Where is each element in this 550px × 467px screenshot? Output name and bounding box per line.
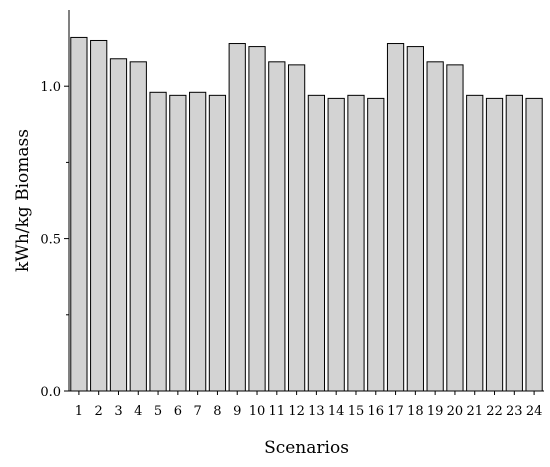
x-tick-label: 8 [213,404,221,419]
bars-group [70,36,543,392]
x-ticks-group: 1 2 3 4 5 6 7 8 9 10 11 12 13 14 15 16 17 18 19 20 21 22 23 24 [75,391,543,419]
bar-2 [90,39,108,392]
bar-4 [129,61,147,392]
bar-24 [525,97,543,392]
x-tick-label: 7 [194,404,202,419]
x-tick-label: 23 [506,404,523,419]
x-tick-label: 6 [174,404,182,419]
x-tick-label: 21 [466,404,483,419]
y-ticks-group: 0.0 0.5 1.0 [40,80,69,400]
bar-15 [347,94,365,392]
x-tick-label: 5 [154,404,162,419]
x-tick-label: 20 [447,404,464,419]
bar-22 [485,97,504,392]
x-tick-label: 1 [75,404,83,419]
x-tick-label: 4 [134,404,142,419]
x-tick-label: 15 [348,404,365,419]
bar-20 [446,64,464,392]
bar-8 [208,94,227,392]
bar-13 [307,94,326,392]
x-tick-label: 16 [367,404,384,419]
x-tick-label: 19 [427,404,444,419]
bar-7 [189,91,207,392]
bar-17 [386,43,405,392]
bar-14 [327,97,345,392]
y-axis-title: kWh/kg Biomass [13,129,33,272]
y-tick-label: 0.0 [40,385,61,400]
bar-9 [228,43,246,392]
bar-16 [367,97,385,392]
x-tick-label: 14 [328,404,345,419]
bar-12 [287,64,306,392]
axes-group [68,10,544,392]
x-tick-label: 24 [526,404,543,419]
bar-3 [109,58,128,392]
x-tick-label: 12 [288,404,305,419]
y-tick-label: 1.0 [40,80,61,95]
bar-18 [406,46,424,392]
bar-10 [248,46,266,392]
bar-19 [426,61,444,392]
x-tick-label: 17 [387,404,404,419]
bar-11 [268,61,286,392]
y-tick-label: 0.5 [40,233,61,248]
x-tick-label: 18 [407,404,424,419]
bar-21 [466,94,484,392]
x-tick-label: 11 [269,404,286,419]
bar-23 [505,94,523,392]
x-tick-label: 2 [95,404,103,419]
x-tick-label: 3 [114,404,122,419]
x-axis-title: Scenarios [264,438,349,458]
x-tick-label: 9 [233,404,241,419]
x-tick-label: 13 [308,404,325,419]
bar-6 [169,94,187,392]
x-tick-label: 22 [486,404,503,419]
bar-1 [70,36,88,392]
bar-5 [149,91,167,392]
x-tick-label: 10 [249,404,266,419]
